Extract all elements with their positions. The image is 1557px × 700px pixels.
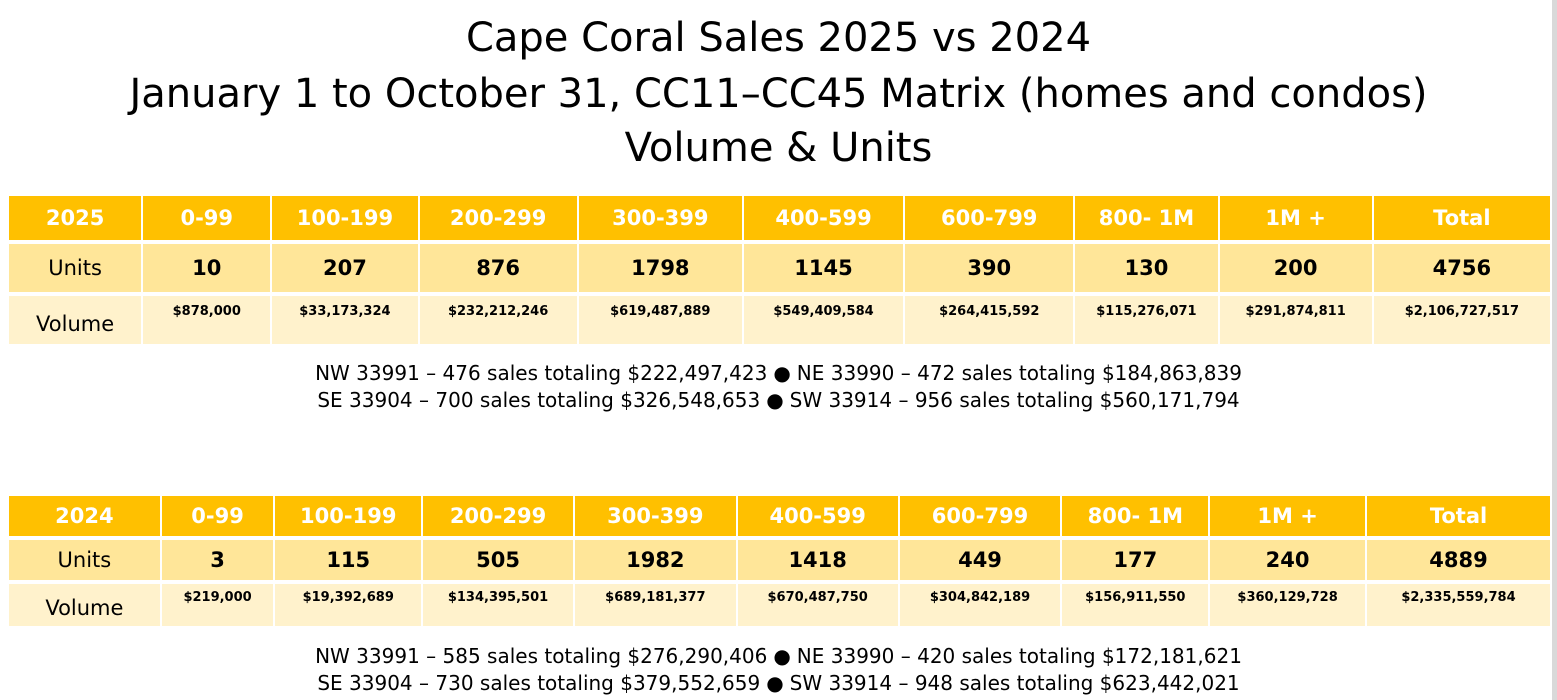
header-cell: 300-399 bbox=[578, 196, 742, 240]
page-subtitle-volume-units: Volume & Units bbox=[624, 125, 933, 171]
zip-ne-2024: NE 33990 – 420 sales totaling $172,181,6… bbox=[796, 644, 1242, 668]
zip-summary-2025-line2: SE 33904 – 700 sales totaling $326,548,6… bbox=[0, 387, 1557, 414]
units-cell: 449 bbox=[899, 540, 1061, 580]
zip-sw-2024: SW 33914 – 948 sales totaling $623,442,0… bbox=[789, 671, 1240, 695]
volume-cell: $291,874,811 bbox=[1219, 296, 1372, 344]
units-cell: 390 bbox=[905, 244, 1074, 292]
zip-sw-2025: SW 33914 – 956 sales totaling $560,171,7… bbox=[789, 388, 1240, 412]
table-header-row: 2024 0-99 100-199 200-299 300-399 400-59… bbox=[9, 496, 1550, 536]
table-header-row: 2025 0-99 100-199 200-299 300-399 400-59… bbox=[9, 196, 1550, 240]
units-cell: 200 bbox=[1219, 244, 1372, 292]
header-cell: 800- 1M bbox=[1062, 496, 1209, 536]
units-cell: 207 bbox=[272, 244, 418, 292]
units-total: 4756 bbox=[1373, 244, 1550, 292]
header-cell: 400-599 bbox=[737, 496, 898, 536]
bullet-icon: ● bbox=[766, 388, 784, 412]
volume-row: Volume $219,000 $19,392,689 $134,395,501… bbox=[9, 584, 1550, 626]
header-cell: 800- 1M bbox=[1075, 196, 1218, 240]
units-total: 4889 bbox=[1367, 540, 1550, 580]
row-label: Volume bbox=[9, 584, 160, 626]
volume-cell: $304,842,189 bbox=[899, 584, 1061, 626]
header-cell: 600-799 bbox=[899, 496, 1061, 536]
volume-cell: $670,487,750 bbox=[737, 584, 898, 626]
units-cell: 876 bbox=[419, 244, 577, 292]
zip-summary-2025-line1: NW 33991 – 476 sales totaling $222,497,4… bbox=[0, 360, 1557, 387]
units-cell: 1798 bbox=[578, 244, 742, 292]
volume-cell: $264,415,592 bbox=[905, 296, 1074, 344]
zip-se-2024: SE 33904 – 730 sales totaling $379,552,6… bbox=[317, 671, 761, 695]
bullet-icon: ● bbox=[766, 671, 784, 695]
header-cell: 1M + bbox=[1219, 196, 1372, 240]
header-cell: 0-99 bbox=[143, 196, 271, 240]
units-cell: 1418 bbox=[737, 540, 898, 580]
page-subtitle: January 1 to October 31, CC11–CC45 Matri… bbox=[129, 71, 1428, 117]
header-cell: 1M + bbox=[1210, 496, 1365, 536]
volume-cell: $19,392,689 bbox=[275, 584, 422, 626]
units-cell: 115 bbox=[275, 540, 422, 580]
header-year: 2025 bbox=[9, 196, 142, 240]
vertical-scrollbar[interactable] bbox=[1552, 0, 1557, 700]
volume-row: Volume $878,000 $33,173,324 $232,212,246… bbox=[9, 296, 1550, 344]
volume-total: $2,335,559,784 bbox=[1367, 584, 1550, 626]
units-cell: 1145 bbox=[743, 244, 904, 292]
units-cell: 177 bbox=[1062, 540, 1209, 580]
volume-cell: $156,911,550 bbox=[1062, 584, 1209, 626]
header-cell: 300-399 bbox=[574, 496, 736, 536]
units-row: Units 10 207 876 1798 1145 390 130 200 4… bbox=[9, 244, 1550, 292]
bullet-icon: ● bbox=[773, 361, 791, 385]
volume-cell: $689,181,377 bbox=[574, 584, 736, 626]
units-cell: 240 bbox=[1210, 540, 1365, 580]
volume-total: $2,106,727,517 bbox=[1373, 296, 1550, 344]
volume-cell: $360,129,728 bbox=[1210, 584, 1365, 626]
units-cell: 10 bbox=[143, 244, 271, 292]
page-title: Cape Coral Sales 2025 vs 2024 bbox=[465, 15, 1092, 61]
header-cell: 0-99 bbox=[161, 496, 274, 536]
header-cell: 100-199 bbox=[275, 496, 422, 536]
volume-cell: $549,409,584 bbox=[743, 296, 904, 344]
volume-cell: $134,395,501 bbox=[423, 584, 573, 626]
units-cell: 505 bbox=[423, 540, 573, 580]
units-cell: 1982 bbox=[574, 540, 736, 580]
header-cell: 200-299 bbox=[423, 496, 573, 536]
volume-cell: $33,173,324 bbox=[272, 296, 418, 344]
header-total: Total bbox=[1367, 496, 1550, 536]
zip-nw-2024: NW 33991 – 585 sales totaling $276,290,4… bbox=[315, 644, 768, 668]
header-cell: 200-299 bbox=[419, 196, 577, 240]
zip-nw-2025: NW 33991 – 476 sales totaling $222,497,4… bbox=[315, 361, 768, 385]
bullet-icon: ● bbox=[773, 644, 791, 668]
header-cell: 400-599 bbox=[743, 196, 904, 240]
zip-ne-2025: NE 33990 – 472 sales totaling $184,863,8… bbox=[796, 361, 1242, 385]
units-cell: 130 bbox=[1075, 244, 1218, 292]
volume-cell: $619,487,889 bbox=[578, 296, 742, 344]
units-row: Units 3 115 505 1982 1418 449 177 240 48… bbox=[9, 540, 1550, 580]
row-label: Volume bbox=[9, 296, 142, 344]
zip-summary-2024-line1: NW 33991 – 585 sales totaling $276,290,4… bbox=[0, 643, 1557, 670]
row-label: Units bbox=[9, 540, 160, 580]
units-cell: 3 bbox=[161, 540, 274, 580]
header-cell: 100-199 bbox=[272, 196, 418, 240]
header-cell: 600-799 bbox=[905, 196, 1074, 240]
volume-cell: $878,000 bbox=[143, 296, 271, 344]
volume-cell: $115,276,071 bbox=[1075, 296, 1218, 344]
sales-table-2025: 2025 0-99 100-199 200-299 300-399 400-59… bbox=[7, 196, 1552, 344]
volume-cell: $219,000 bbox=[161, 584, 274, 626]
row-label: Units bbox=[9, 244, 142, 292]
sales-table-2024: 2024 0-99 100-199 200-299 300-399 400-59… bbox=[7, 496, 1552, 626]
zip-se-2025: SE 33904 – 700 sales totaling $326,548,6… bbox=[317, 388, 761, 412]
volume-cell: $232,212,246 bbox=[419, 296, 577, 344]
zip-summary-2024-line2: SE 33904 – 730 sales totaling $379,552,6… bbox=[0, 670, 1557, 697]
header-year: 2024 bbox=[9, 496, 160, 536]
header-total: Total bbox=[1373, 196, 1550, 240]
